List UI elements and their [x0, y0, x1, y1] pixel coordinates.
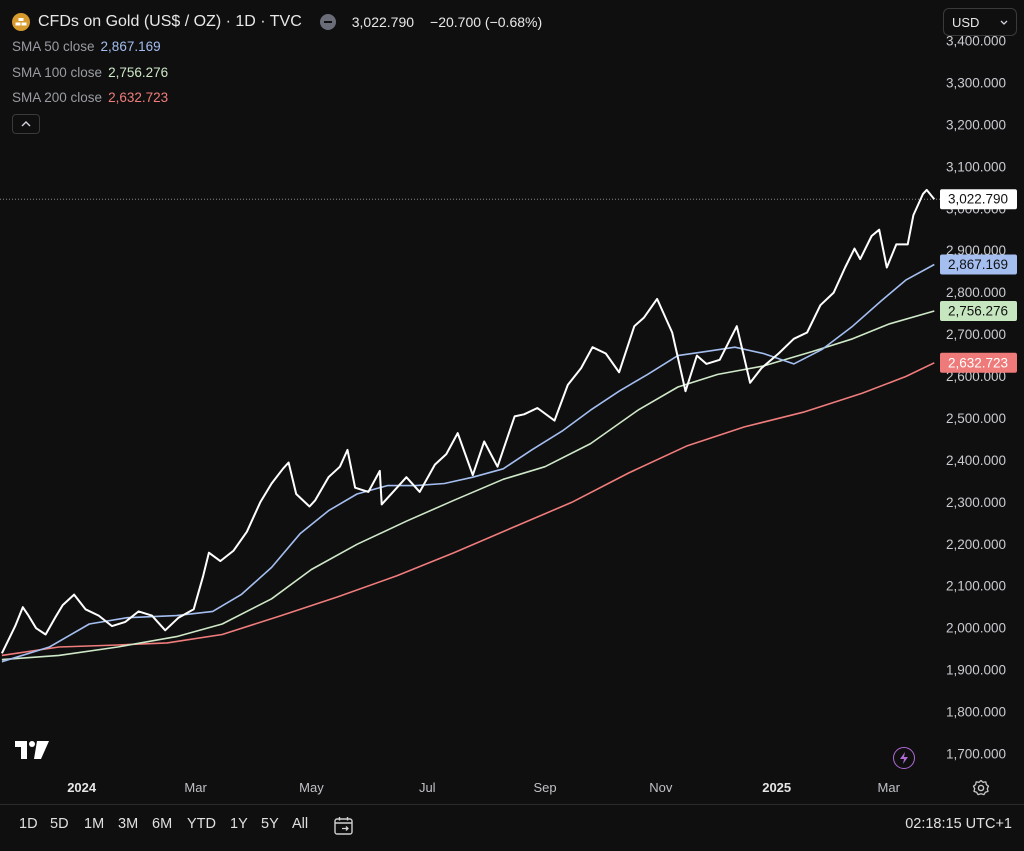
series-line-price: [2, 190, 934, 653]
tradingview-logo[interactable]: [15, 741, 49, 764]
currency-select[interactable]: USD: [943, 8, 1017, 36]
y-axis[interactable]: 1,700.000 1,800.000 1,900.000 2,000.000 2,10…: [946, 34, 1006, 762]
range-all-button[interactable]: All: [292, 816, 308, 832]
indicator-sma-200[interactable]: SMA 200 close 2,632.723: [12, 85, 542, 111]
settings-gear-icon[interactable]: [971, 778, 991, 798]
y-tick-label: 1,900.000: [946, 663, 1006, 678]
y-tick-label: 3,200.000: [946, 117, 1006, 132]
y-tick-label: 2,200.000: [946, 537, 1006, 552]
indicator-label: SMA 200 close: [12, 90, 102, 105]
last-value-text-sma100: 2,756.276: [948, 303, 1008, 318]
x-tick-label: Mar: [878, 780, 901, 795]
x-axis[interactable]: 2024 Mar May Jul Sep Nov 2025 Mar: [67, 780, 900, 795]
bottom-toolbar: 1D 5D 1M 3M 6M YTD 1Y 5Y All 02:18:15 UT…: [0, 804, 1024, 847]
x-tick-label: Sep: [533, 780, 556, 795]
chevron-up-icon: [21, 121, 31, 127]
symbol-title[interactable]: CFDs on Gold (US$ / OZ) · 1D · TVC: [38, 13, 302, 31]
last-value-text-sma200: 2,632.723: [948, 355, 1008, 370]
y-tick-label: 2,700.000: [946, 327, 1006, 342]
last-value-text-sma50: 2,867.169: [948, 257, 1008, 272]
market-closed-icon[interactable]: [320, 14, 336, 30]
lightning-icon[interactable]: [893, 747, 915, 769]
indicator-value: 2,756.276: [108, 65, 168, 80]
indicator-value: 2,867.169: [101, 39, 161, 54]
last-price: 3,022.790: [352, 14, 414, 30]
y-tick-label: 2,400.000: [946, 453, 1006, 468]
y-tick-label: 2,500.000: [946, 411, 1006, 426]
range-6m-button[interactable]: 6M: [152, 816, 172, 832]
y-tick-label: 1,700.000: [946, 747, 1006, 762]
y-tick-label: 3,300.000: [946, 75, 1006, 90]
x-tick-label: 2025: [762, 780, 791, 795]
y-tick-label: 3,100.000: [946, 159, 1006, 174]
indicator-label: SMA 100 close: [12, 65, 102, 80]
currency-value: USD: [952, 15, 979, 30]
indicator-sma-50[interactable]: SMA 50 close 2,867.169: [12, 34, 542, 60]
chart-series: [0, 190, 940, 662]
y-tick-label: 2,800.000: [946, 285, 1006, 300]
range-3m-button[interactable]: 3M: [118, 816, 138, 832]
y-tick-label: 2,300.000: [946, 495, 1006, 510]
x-tick-label: 2024: [67, 780, 97, 795]
legend: CFDs on Gold (US$ / OZ) · 1D · TVC 3,022…: [12, 10, 542, 134]
x-tick-label: May: [299, 780, 324, 795]
indicator-sma-100[interactable]: SMA 100 close 2,756.276: [12, 60, 542, 86]
y-tick-label: 2,100.000: [946, 579, 1006, 594]
range-ytd-button[interactable]: YTD: [187, 816, 216, 832]
y-tick-label: 1,800.000: [946, 705, 1006, 720]
x-tick-label: Nov: [649, 780, 673, 795]
range-1d-button[interactable]: 1D: [19, 816, 38, 832]
range-5y-button[interactable]: 5Y: [261, 816, 279, 832]
collapse-legend-button[interactable]: [12, 114, 40, 134]
x-tick-label: Jul: [419, 780, 436, 795]
last-value-text-price: 3,022.790: [948, 192, 1008, 207]
gold-bars-icon: [12, 13, 30, 31]
clock-timezone[interactable]: 02:18:15 UTC+1: [905, 816, 1012, 832]
indicator-label: SMA 50 close: [12, 39, 95, 54]
range-5d-button[interactable]: 5D: [50, 816, 69, 832]
range-1y-button[interactable]: 1Y: [230, 816, 248, 832]
go-to-date-calendar-icon[interactable]: [333, 815, 355, 837]
range-1m-button[interactable]: 1M: [84, 816, 104, 832]
chevron-down-icon: [1000, 20, 1008, 25]
y-tick-label: 2,000.000: [946, 621, 1006, 636]
title-row: CFDs on Gold (US$ / OZ) · 1D · TVC 3,022…: [12, 10, 542, 34]
x-tick-label: Mar: [184, 780, 207, 795]
price-change: −20.700 (−0.68%): [430, 14, 542, 30]
last-value-labels: 3,022.790 2,867.169 2,756.276 2,632.723: [940, 189, 1017, 373]
indicator-value: 2,632.723: [108, 90, 168, 105]
